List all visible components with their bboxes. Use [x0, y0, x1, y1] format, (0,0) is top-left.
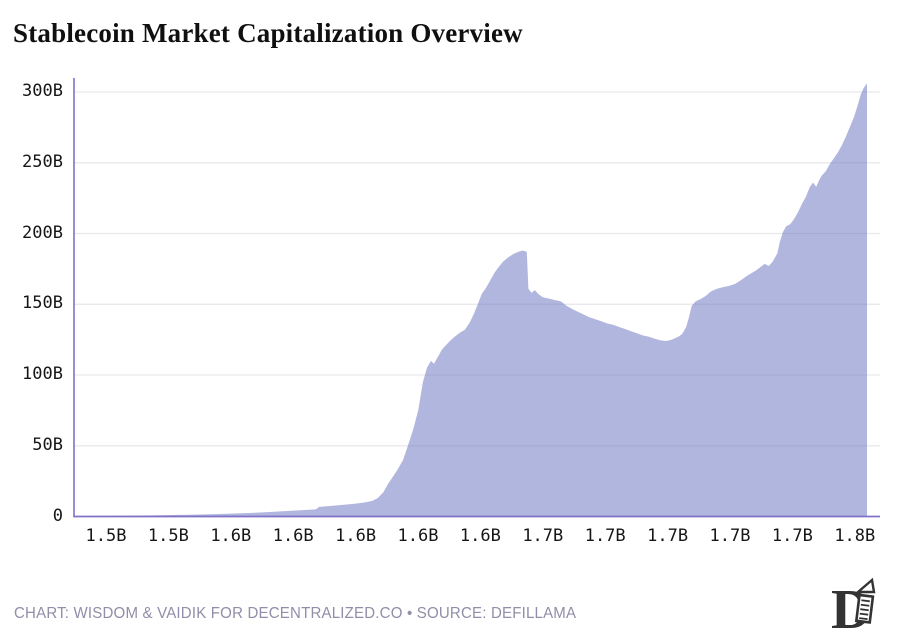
x-axis-tick-labels: 1.5B 1.5B 1.6B 1.6B 1.6B 1.6B 1.6B 1.7B 1.7B 1.7B… — [0, 526, 900, 550]
market-cap-area-series — [74, 83, 867, 517]
x-tick-label: 1.7B — [647, 526, 689, 546]
x-tick-label: 1.6B — [459, 526, 501, 546]
x-tick-label: 1.8B — [834, 526, 876, 546]
y-tick-label: 50B — [32, 434, 63, 455]
footer-credit: CHART: WISDOM & VAIDIK FOR DECENTRALIZED… — [14, 605, 577, 622]
x-tick-label: 1.6B — [397, 526, 439, 546]
y-tick-label: 0 — [52, 505, 63, 526]
x-tick-label: 1.6B — [335, 526, 377, 546]
x-tick-label: 1.6B — [210, 526, 252, 546]
x-tick-label: 1.5B — [147, 526, 189, 546]
x-tick-label: 1.7B — [709, 526, 751, 546]
y-tick-label: 150B — [22, 293, 63, 314]
page-title: Stablecoin Market Capitalization Overvie… — [13, 18, 523, 48]
y-tick-label: 300B — [22, 81, 63, 101]
market-cap-area — [74, 83, 867, 517]
stablecoin-area-chart — [73, 78, 880, 518]
x-tick-label: 1.7B — [522, 526, 564, 546]
x-tick-label: 1.7B — [771, 526, 813, 546]
logo-newspaper-icon — [854, 593, 875, 624]
x-tick-label: 1.6B — [272, 526, 314, 546]
y-tick-label: 250B — [22, 151, 63, 172]
y-tick-label: 100B — [22, 364, 63, 384]
logo-paper-fold-icon — [854, 577, 876, 594]
decentralized-logo: D — [831, 577, 876, 639]
y-axis-tick-labels: 0 50B 100B 150B 200B 250B 300B — [0, 0, 70, 560]
x-tick-label: 1.7B — [584, 526, 626, 546]
y-tick-label: 200B — [22, 222, 63, 243]
axis-lines — [73, 78, 880, 518]
x-tick-label: 1.5B — [85, 526, 127, 546]
